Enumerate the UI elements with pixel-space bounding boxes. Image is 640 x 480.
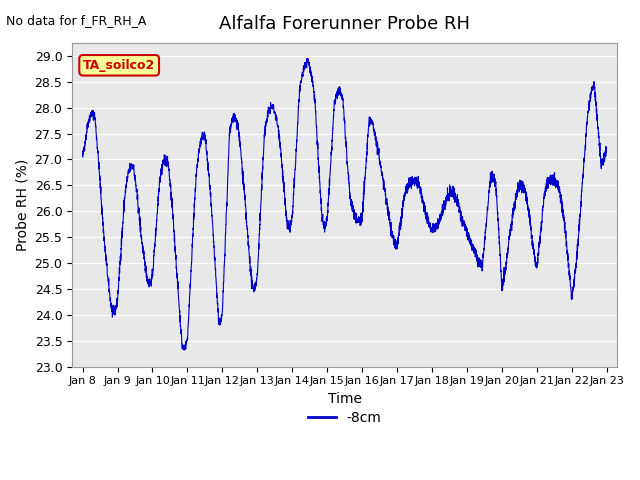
X-axis label: Time: Time xyxy=(328,392,362,406)
Legend: -8cm: -8cm xyxy=(302,406,387,431)
Title: Alfalfa Forerunner Probe RH: Alfalfa Forerunner Probe RH xyxy=(219,15,470,33)
Text: TA_soilco2: TA_soilco2 xyxy=(83,59,156,72)
Y-axis label: Probe RH (%): Probe RH (%) xyxy=(15,158,29,251)
Text: No data for f_FR_RH_A: No data for f_FR_RH_A xyxy=(6,14,147,27)
